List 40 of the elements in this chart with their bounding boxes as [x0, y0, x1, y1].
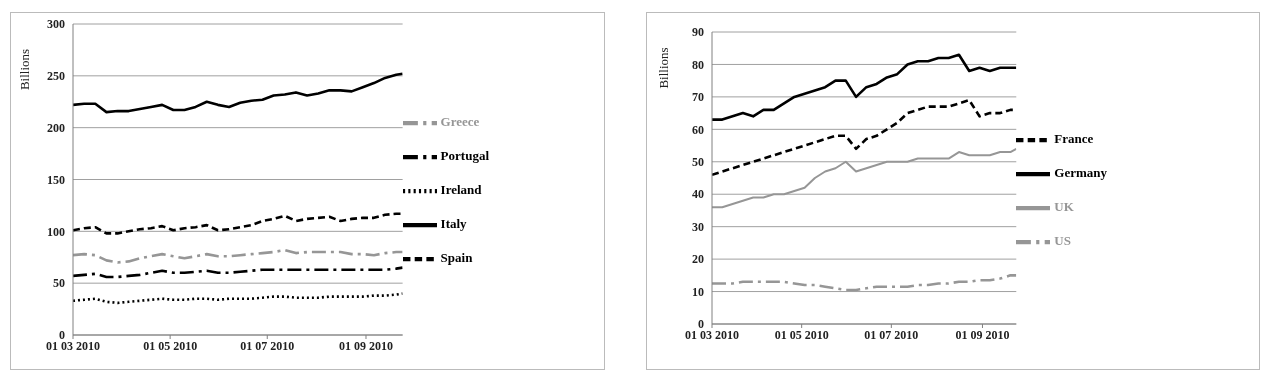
line-series	[73, 266, 403, 279]
legend-label: Greece	[440, 113, 480, 129]
y-tick-label: 70	[692, 90, 704, 105]
y-axis-title: Billions	[16, 48, 32, 91]
line-series	[73, 72, 403, 114]
legend-label: Spain	[440, 249, 473, 265]
legend-label: Italy	[440, 215, 467, 231]
y-tick-label: 50	[692, 155, 704, 170]
legend-label: France	[1054, 130, 1094, 146]
y-tick-label: 20	[692, 252, 704, 267]
x-tick-label: 01 05 2010	[774, 327, 829, 342]
y-tick-label: 80	[692, 57, 704, 72]
legend-label: UK	[1054, 198, 1074, 214]
x-tick-label: 01 05 2010	[143, 338, 198, 353]
legend-label: Germany	[1054, 164, 1107, 180]
y-tick-label: 300	[47, 17, 65, 32]
line-series	[73, 292, 403, 305]
y-tick-label: 60	[692, 122, 704, 137]
y-tick-label: 100	[47, 224, 65, 239]
line-series	[712, 53, 1017, 121]
line-series	[712, 274, 1017, 292]
y-axis-title: Billions	[655, 47, 671, 89]
y-tick-label: 90	[692, 25, 704, 40]
legend-label: Portugal	[440, 147, 489, 163]
y-tick-label: 250	[47, 69, 65, 84]
line-series	[712, 147, 1017, 209]
y-tick-label: 10	[692, 284, 704, 299]
y-tick-label: 30	[692, 219, 704, 234]
x-tick-label: 01 09 2010	[955, 327, 1010, 342]
y-tick-label: 150	[47, 172, 65, 187]
x-tick-label: 01 09 2010	[338, 338, 393, 353]
y-tick-label: 40	[692, 187, 704, 202]
line-series	[73, 248, 403, 264]
legend-label: Ireland	[440, 181, 482, 197]
x-tick-label: 01 07 2010	[240, 338, 295, 353]
legend-label: US	[1054, 232, 1071, 248]
x-tick-label: 01 07 2010	[864, 327, 919, 342]
y-tick-label: 50	[53, 276, 65, 291]
y-tick-label: 200	[47, 120, 65, 135]
line-series	[73, 212, 403, 235]
